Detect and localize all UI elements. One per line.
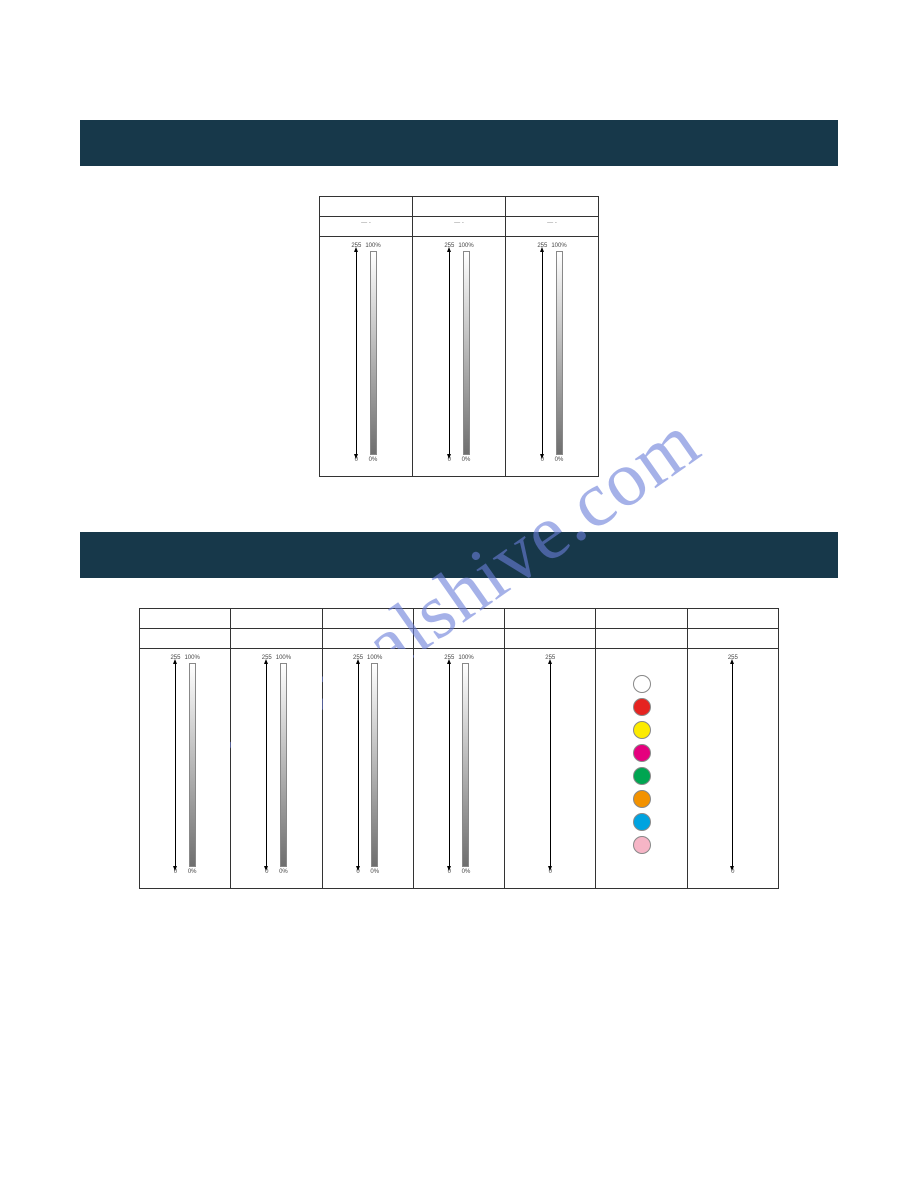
column-header bbox=[687, 609, 778, 629]
gradient-bar: 100% 0% bbox=[458, 243, 473, 463]
color-swatch bbox=[633, 698, 651, 716]
arrow-line bbox=[732, 663, 733, 867]
grad-top-label: 100% bbox=[276, 655, 291, 661]
grad-fill bbox=[371, 663, 378, 867]
column-subheader bbox=[231, 629, 322, 649]
color-swatch bbox=[633, 836, 651, 854]
slider-wrap: 2550 100% 0% bbox=[142, 655, 228, 885]
grad-top-label: 100% bbox=[367, 655, 382, 661]
slider-wrap: 2550 100% 0% bbox=[322, 243, 410, 473]
value-arrow: 2550 bbox=[351, 243, 361, 463]
arrow-line bbox=[175, 663, 176, 867]
page: manualshive.com — -— -— - 2550100%0%2550… bbox=[0, 0, 918, 1188]
value-arrow: 2550 bbox=[728, 655, 738, 875]
column-header bbox=[506, 197, 599, 217]
slider-wrap: 2550 100% 0% bbox=[233, 655, 319, 885]
color-swatch bbox=[633, 767, 651, 785]
column-subheader bbox=[322, 629, 413, 649]
value-arrow: 2550 bbox=[537, 243, 547, 463]
grad-top-label: 100% bbox=[551, 243, 566, 249]
grad-bottom-label: 0% bbox=[370, 869, 379, 875]
section-2-header bbox=[80, 532, 838, 578]
slider-wrap: 2550 100% 0% bbox=[508, 243, 596, 473]
value-arrow: 2550 bbox=[444, 655, 454, 875]
column-header bbox=[322, 609, 413, 629]
grad-bottom-label: 0% bbox=[369, 457, 378, 463]
slider-wrap: 2550 100% 0% bbox=[415, 243, 503, 473]
color-swatch bbox=[633, 744, 651, 762]
color-swatch bbox=[633, 790, 651, 808]
value-arrow: 2550 bbox=[444, 243, 454, 463]
column-subheader bbox=[687, 629, 778, 649]
value-arrow: 2550 bbox=[262, 655, 272, 875]
column-subheader bbox=[596, 629, 687, 649]
grad-bottom-label: 0% bbox=[462, 457, 471, 463]
column-subheader: — - bbox=[506, 217, 599, 237]
grad-fill bbox=[556, 251, 563, 455]
grad-bottom-label: 0% bbox=[555, 457, 564, 463]
column-body: 2550 bbox=[505, 649, 596, 889]
arrow-line bbox=[356, 251, 357, 455]
column-body: 2550 bbox=[687, 649, 778, 889]
grad-top-label: 100% bbox=[458, 655, 473, 661]
column-body: 2550 100% 0% bbox=[413, 649, 504, 889]
column-subheader: — - bbox=[320, 217, 413, 237]
color-swatch-list bbox=[598, 675, 684, 854]
slider-wrap: 2550 bbox=[690, 655, 776, 885]
column-body: 2550 100% 0% bbox=[320, 237, 413, 477]
column-header bbox=[140, 609, 231, 629]
grad-top-label: 100% bbox=[365, 243, 380, 249]
grad-fill bbox=[280, 663, 287, 867]
column-header bbox=[505, 609, 596, 629]
column-body: 2550 100% 0% bbox=[322, 649, 413, 889]
slider-wrap: 2550 100% 0% bbox=[416, 655, 502, 885]
slider-wrap: 2550 100% 0% bbox=[325, 655, 411, 885]
column-body: 2550 100% 0% bbox=[413, 237, 506, 477]
column-header bbox=[413, 609, 504, 629]
grad-fill bbox=[462, 663, 469, 867]
gradient-bar: 100% 0% bbox=[184, 655, 199, 875]
gradient-bar: 100% 0% bbox=[276, 655, 291, 875]
grad-fill bbox=[370, 251, 377, 455]
section-1-header bbox=[80, 120, 838, 166]
table-2: 2550 100% 0% 2550 100% 0% 2550 100% 0% 2550 100% 0%… bbox=[139, 608, 779, 889]
column-subheader bbox=[413, 629, 504, 649]
arrow-line bbox=[542, 251, 543, 455]
arrow-line bbox=[266, 663, 267, 867]
column-body: 2550 100% 0% bbox=[140, 649, 231, 889]
slider-wrap: 2550 bbox=[507, 655, 593, 885]
gradient-bar: 100% 0% bbox=[365, 243, 380, 463]
arrow-line bbox=[449, 663, 450, 867]
grad-bottom-label: 0% bbox=[188, 869, 197, 875]
arrow-line bbox=[550, 663, 551, 867]
color-swatch bbox=[633, 675, 651, 693]
column-subheader bbox=[505, 629, 596, 649]
grad-fill bbox=[463, 251, 470, 455]
column-header bbox=[596, 609, 687, 629]
color-swatch bbox=[633, 813, 651, 831]
gradient-bar: 100% 0% bbox=[458, 655, 473, 875]
column-subheader: — - bbox=[413, 217, 506, 237]
arrow-line bbox=[358, 663, 359, 867]
column-subheader bbox=[140, 629, 231, 649]
grad-fill bbox=[189, 663, 196, 867]
grad-top-label: 100% bbox=[458, 243, 473, 249]
gradient-bar: 100% 0% bbox=[367, 655, 382, 875]
grad-bottom-label: 0% bbox=[279, 869, 288, 875]
gradient-bar: 100% 0% bbox=[551, 243, 566, 463]
grad-top-label: 100% bbox=[184, 655, 199, 661]
column-body bbox=[596, 649, 687, 889]
column-header bbox=[320, 197, 413, 217]
column-body: 2550 100% 0% bbox=[506, 237, 599, 477]
column-body: 2550 100% 0% bbox=[231, 649, 322, 889]
grad-bottom-label: 0% bbox=[462, 869, 471, 875]
color-swatch bbox=[633, 721, 651, 739]
value-arrow: 2550 bbox=[545, 655, 555, 875]
table-1: — -— -— - 2550100%0%2550100%0%2550100%0% bbox=[319, 196, 599, 477]
value-arrow: 2550 bbox=[170, 655, 180, 875]
column-header bbox=[231, 609, 322, 629]
arrow-line bbox=[449, 251, 450, 455]
column-header bbox=[413, 197, 506, 217]
value-arrow: 2550 bbox=[353, 655, 363, 875]
